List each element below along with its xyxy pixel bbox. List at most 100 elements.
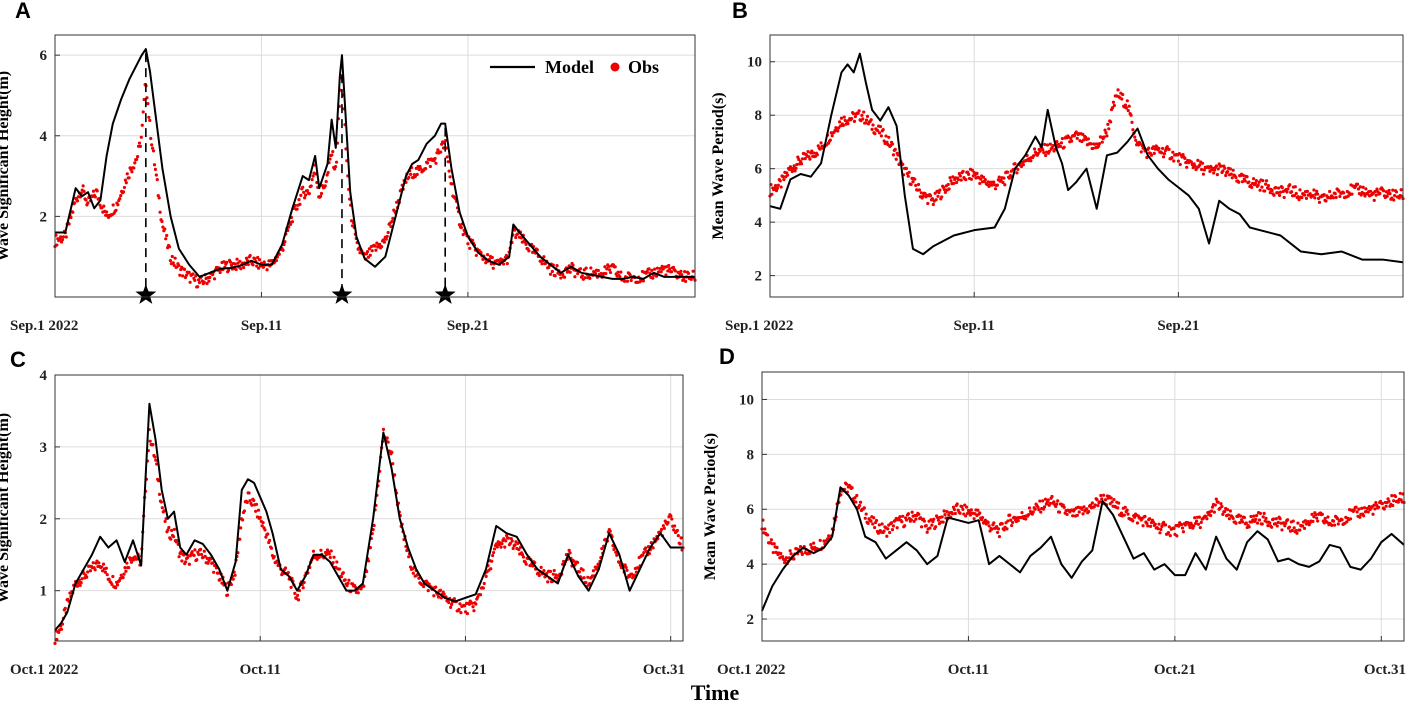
panel-d-obs-point [924, 524, 928, 528]
panel-d-obs-point [1145, 521, 1149, 525]
panel-b-obs-point [853, 114, 857, 119]
panel-d-obs-point [1052, 500, 1056, 504]
panel-d-obs-point [1242, 515, 1247, 520]
panel-a-obs-point [501, 262, 506, 266]
panel-b-obs-point [1243, 179, 1247, 183]
panel-a-obs-point [105, 210, 109, 214]
panel-b-obs-point [790, 169, 794, 174]
panel-c-obs-point [167, 525, 171, 530]
panel-b-obs-point [871, 123, 875, 127]
panel-a-obs-point [172, 263, 176, 267]
panel-d-obs-point [1212, 510, 1216, 514]
panel-b-obs-point [1337, 189, 1341, 193]
panel-d-obs-point [779, 551, 783, 556]
panel-c-obs-point [495, 545, 499, 549]
panel-c-obs-point [608, 529, 612, 533]
panel-b-obs-point [1241, 173, 1245, 177]
panel-b-obs-point [1328, 189, 1332, 194]
panel-d-x-tick-label: Oct.1 2022 [717, 662, 785, 678]
panel-d-letter: D [719, 344, 735, 369]
panel-b-obs-point [1032, 154, 1036, 158]
panel-c-obs-point [331, 560, 335, 565]
panel-c-obs-point [107, 577, 111, 581]
panel-b-y-axis-label: Mean Wave Period(s) [710, 92, 727, 239]
panel-c-obs-point [229, 582, 233, 587]
panel-c-obs-point [131, 558, 135, 562]
panel-c-obs-point [449, 605, 453, 609]
panel-b-obs-point [894, 157, 898, 161]
panel-b-obs-point [969, 177, 974, 181]
panel-d-obs-point [1099, 493, 1103, 498]
panel-d-obs-point [1119, 511, 1124, 515]
panel-c-obs-point [513, 543, 517, 547]
panel-b-obs-point [1342, 191, 1346, 195]
panel-c-obs-point [205, 556, 209, 560]
panel-d-obs-point [873, 525, 877, 530]
panel-b-obs-point [815, 153, 819, 157]
panel-b-obs-point [881, 127, 885, 132]
panel-d-y-tick-label: 4 [747, 557, 755, 573]
panel-c-obs-point [338, 567, 342, 571]
panel-d-obs-point [888, 530, 892, 535]
panel-b-obs-point [1260, 185, 1264, 189]
panel-d-obs-point [854, 500, 858, 504]
panel-b-axes-frame [769, 34, 1404, 298]
panel-d-obs-point [788, 549, 792, 553]
panel-d-obs-point [1192, 524, 1196, 528]
panel-c-obs-point [180, 559, 184, 563]
panel-c-y-axis-label: Wave Significant Height(m) [0, 413, 12, 603]
panel-b-obs-point [957, 171, 961, 176]
panel-d-obs-point [1336, 522, 1340, 526]
panel-b-obs-point [1288, 183, 1292, 187]
panel-a-obs-point [111, 203, 115, 207]
panel-d-obs-point [1286, 518, 1290, 522]
panel-a-star-marker [331, 284, 353, 304]
panel-b-obs-point [1178, 162, 1182, 167]
panel-c-obs-point [503, 545, 507, 549]
panel-b-obs-point [1184, 161, 1188, 165]
panel-b-obs-point [776, 183, 780, 187]
panel-c-obs-point [182, 553, 186, 557]
panel-a-obs-point [148, 118, 152, 122]
panel-a-obs-point [122, 185, 127, 190]
panel-c-obs-point [57, 630, 61, 634]
panel-c-obs-point [458, 602, 462, 606]
panel-b-obs-point [1254, 178, 1258, 183]
panel-b-obs-point [993, 187, 998, 191]
panel-a-obs-point [165, 233, 169, 238]
panel-c-obs-point [510, 539, 514, 543]
panel-b-obs-point [1165, 145, 1169, 149]
panel-b-obs-point [1097, 142, 1102, 146]
panel-d-obs-point [1156, 527, 1160, 531]
panel-d-obs-point [1077, 510, 1081, 514]
panel-a-obs-point [305, 189, 310, 193]
panel-d-obs-point [942, 509, 946, 513]
panel-a-obs-point [378, 242, 382, 246]
panel-c-obs-point [524, 562, 528, 566]
panel-d-obs-point [844, 482, 849, 486]
panel-b-obs-point [1121, 92, 1125, 97]
panel-d-obs-point [1292, 526, 1296, 530]
panel-b-obs-point [934, 198, 938, 202]
panel-c-obs-point [209, 557, 213, 561]
panel-b-obs-point [1229, 172, 1233, 176]
panel-b-obs-point [1292, 194, 1297, 198]
panel-b-obs-point [828, 138, 832, 142]
panel-c-x-tick-label: Oct.11 [240, 662, 281, 678]
panel-b-obs-point [936, 194, 940, 198]
panel-d-obs-point [766, 533, 770, 537]
panel-b-obs-point [882, 139, 886, 143]
panel-c-obs-point [672, 528, 676, 532]
panel-d-obs-point [943, 513, 947, 517]
panel-b-obs-point [865, 114, 870, 118]
panel-b-y-tick-label: 10 [747, 55, 762, 71]
panel-d-obs-point [1357, 507, 1361, 511]
panel-d-obs-point [1164, 523, 1168, 527]
panel-b-obs-point [850, 116, 854, 121]
panel-b-obs-point [1133, 135, 1137, 139]
panel-d-obs-point [1046, 498, 1050, 502]
panel-d-obs-point [858, 503, 862, 508]
panel-b-obs-point [1359, 193, 1363, 197]
panel-d-obs-point [1193, 516, 1197, 520]
panel-d-obs-point [1042, 505, 1047, 509]
